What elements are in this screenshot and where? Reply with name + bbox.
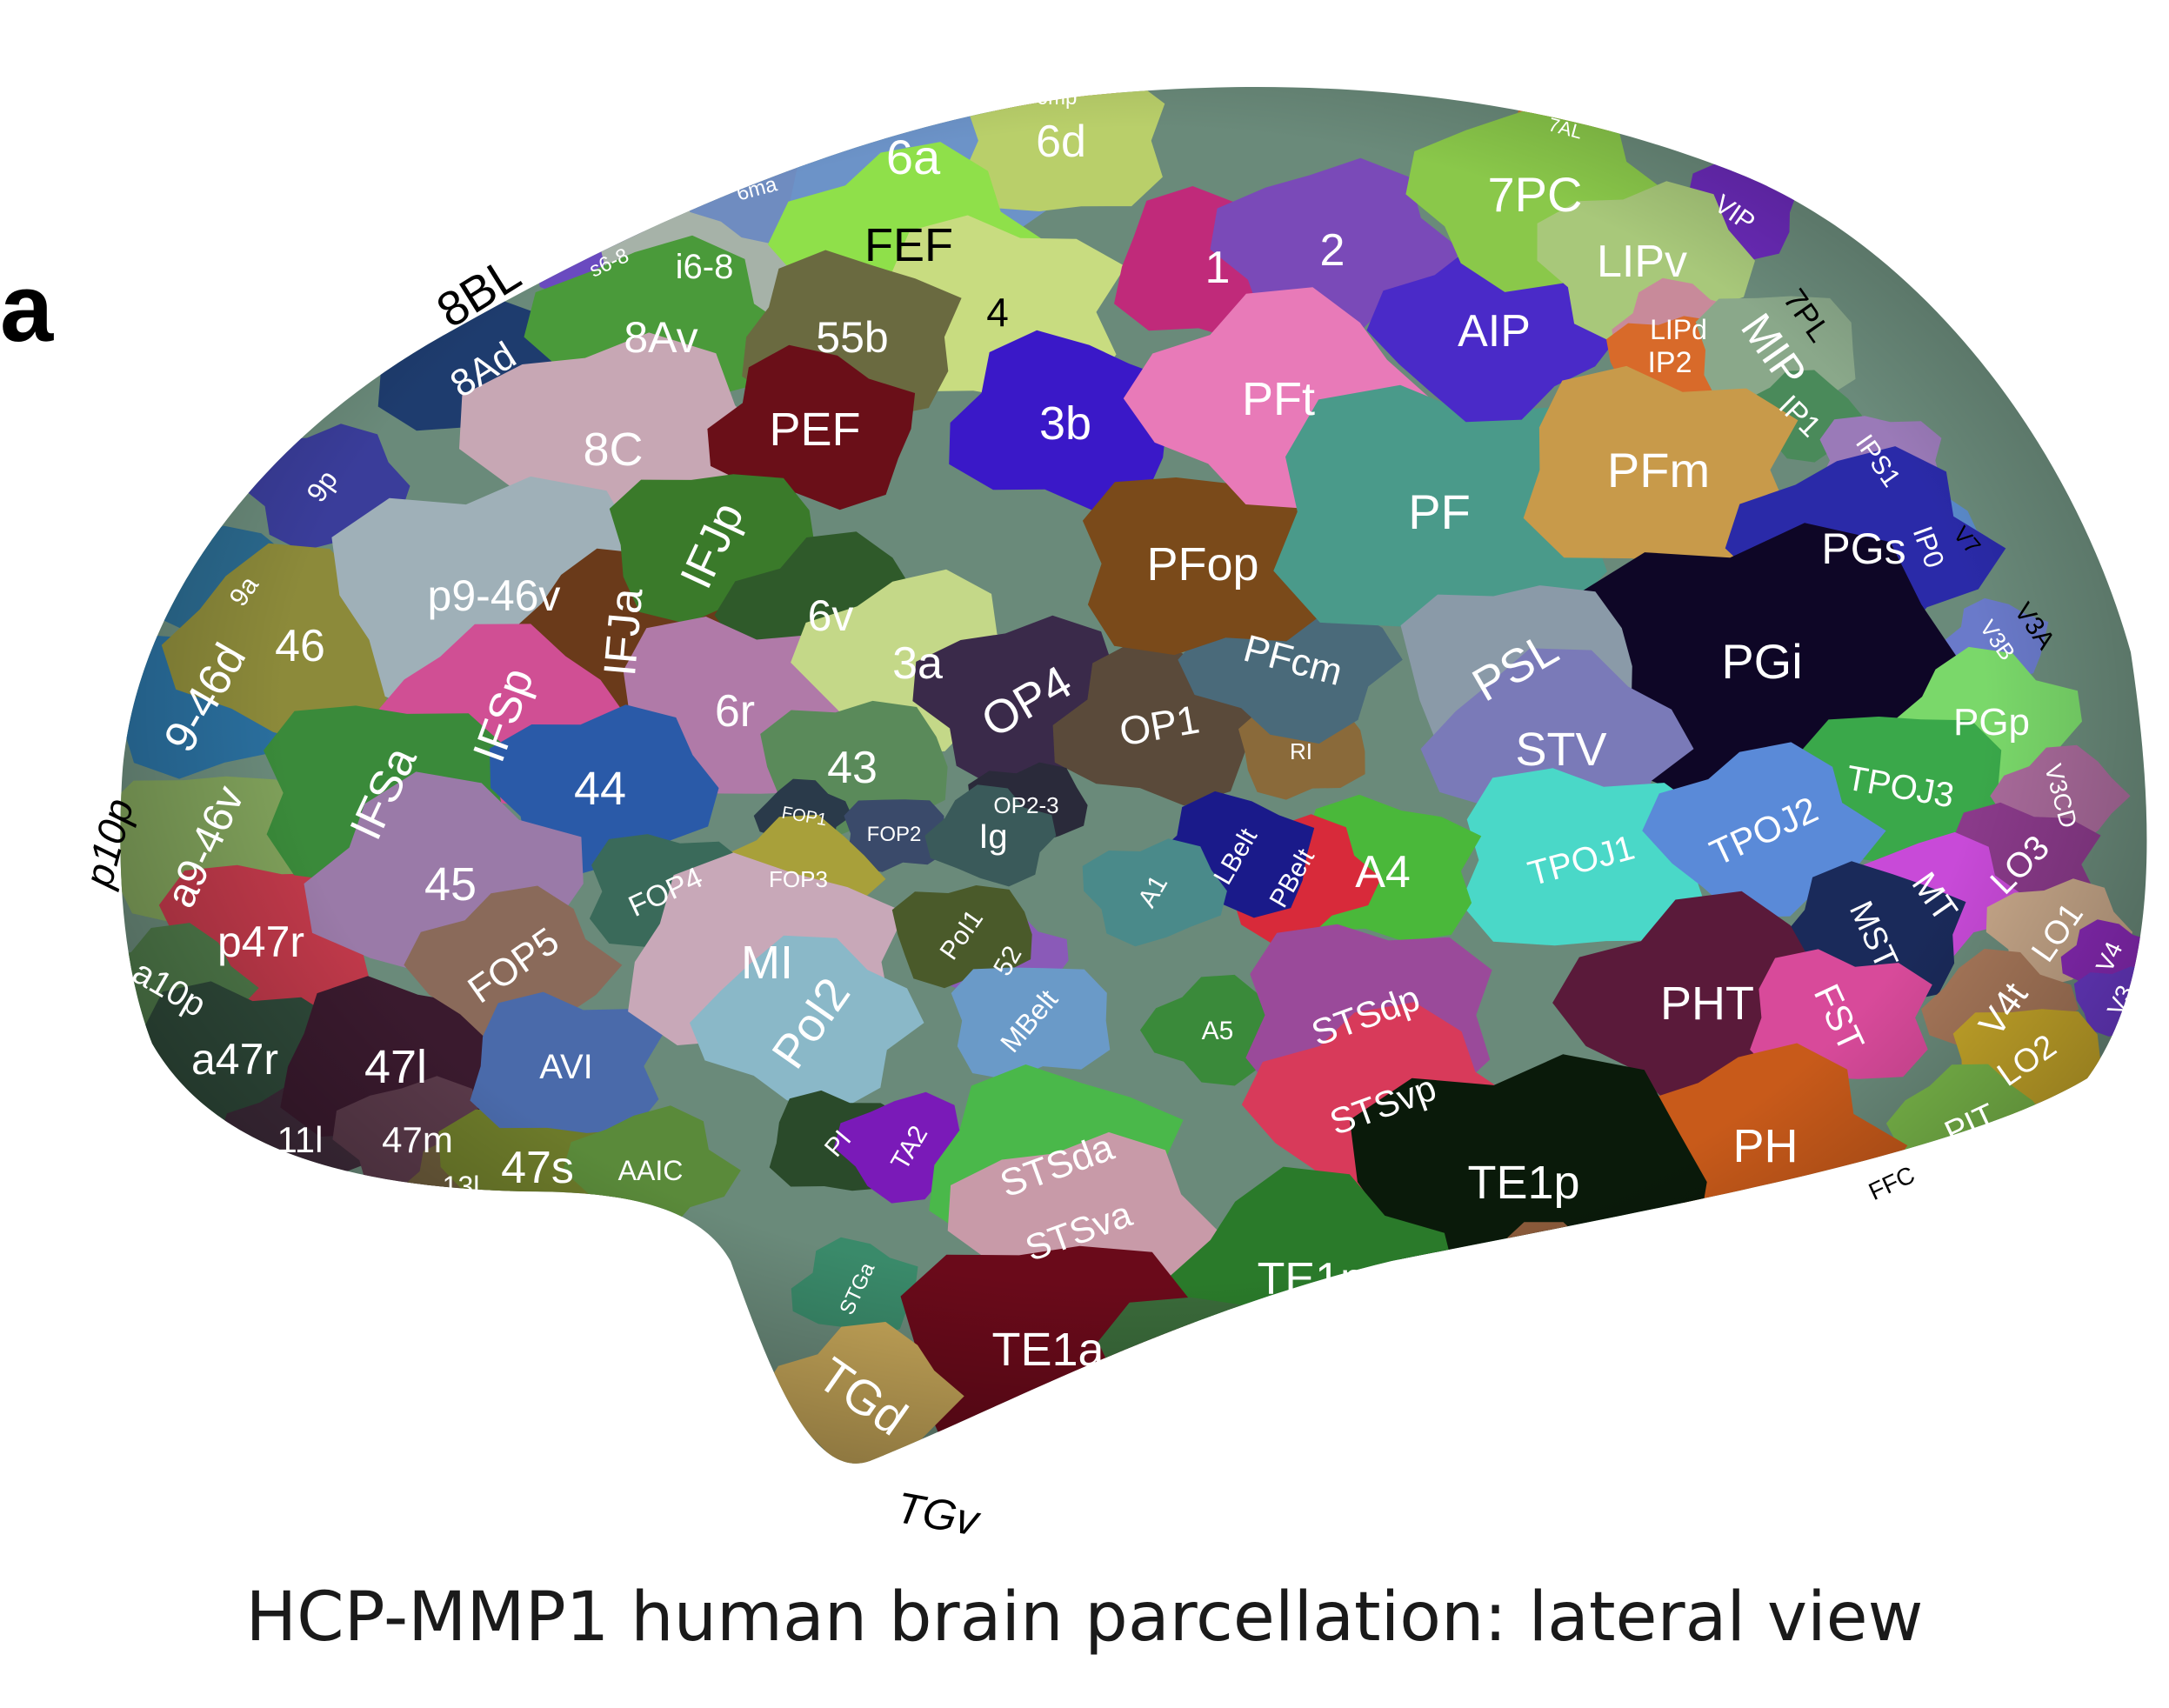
- region-label-a5: A5: [1202, 1017, 1234, 1045]
- region-label-pgi: PGi: [1721, 634, 1802, 689]
- region-label-aip: AIP: [1458, 306, 1531, 357]
- region-label-fop3: FOP3: [769, 866, 828, 892]
- region-label-avi: AVI: [539, 1048, 593, 1086]
- region-label-ffc: FFC: [1865, 1161, 1919, 1205]
- region-label-3b: 3b: [1039, 397, 1091, 450]
- region-label-p47r: p47r: [217, 917, 304, 966]
- region-label-47l: 47l: [364, 1041, 427, 1093]
- region-label-lipd: LIPd: [1650, 314, 1707, 345]
- region-label-pf: PF: [1408, 484, 1471, 539]
- region-label-pfm: PFm: [1607, 443, 1710, 497]
- region-label-3a: 3a: [892, 638, 943, 689]
- region-label-43: 43: [827, 743, 878, 793]
- region-label-45: 45: [424, 858, 477, 911]
- region-label-aaic: AAIC: [618, 1155, 684, 1186]
- region-label-pef: PEF: [769, 404, 860, 456]
- region-label-te2a: TE2a: [1158, 1343, 1278, 1427]
- region-label-mi: MI: [741, 937, 793, 989]
- region-label-fef: FEF: [864, 219, 953, 271]
- region-label-6d: 6d: [1036, 117, 1086, 167]
- region-label-pgp: PGp: [1953, 701, 2030, 744]
- region-label-pfop: PFop: [1146, 538, 1258, 590]
- region-label-te1p: TE1p: [1467, 1157, 1579, 1209]
- region-label-46: 46: [275, 621, 325, 671]
- region-label-pft: PFt: [1242, 373, 1315, 425]
- region-label-ig: Ig: [978, 817, 1007, 856]
- region-label-7pc: 7PC: [1488, 167, 1583, 222]
- region-label-i6-8: i6-8: [676, 248, 734, 286]
- region-label-te1m: TE1m: [1258, 1254, 1378, 1304]
- region-label-p9-46v: p9-46v: [428, 571, 561, 620]
- region-label-pht: PHT: [1660, 977, 1754, 1030]
- region-label-stv: STV: [1515, 724, 1606, 776]
- region-label-1: 1: [1205, 243, 1231, 293]
- region-label-13l: 13l: [443, 1171, 480, 1202]
- region-label-ifja: IFJa: [595, 586, 653, 678]
- region-label-tgv: TGv: [893, 1483, 985, 1545]
- region-label-6mp: 6mp: [1037, 86, 1078, 110]
- region-label-47s: 47s: [501, 1143, 574, 1193]
- region-label-8av: 8Av: [624, 313, 697, 362]
- panel-letter: a: [0, 255, 54, 362]
- region-label-a47r: a47r: [191, 1035, 278, 1084]
- region-label-44: 44: [574, 763, 626, 815]
- region-label-fop2: FOP2: [867, 823, 922, 846]
- region-label-te1a: TE1a: [991, 1324, 1105, 1376]
- region-label-11l: 11l: [277, 1119, 324, 1160]
- region-label-47m: 47m: [382, 1119, 453, 1160]
- region-label-lipv: LIPv: [1597, 237, 1687, 287]
- region-label-pgs: PGs: [1821, 524, 1905, 573]
- region-label-6r: 6r: [715, 686, 755, 737]
- region-label-6v: 6v: [808, 591, 854, 640]
- region-label-ph: PH: [1732, 1120, 1798, 1172]
- region-label-6a: 6a: [886, 130, 941, 184]
- region-label-2: 2: [1320, 225, 1345, 276]
- region-label-55b: 55b: [816, 313, 888, 362]
- region-label-op2-3: OP2-3: [993, 792, 1058, 818]
- figure-caption: HCP-MMP1 human brain parcellation: later…: [245, 1578, 1924, 1657]
- region-label-8c: 8C: [583, 424, 643, 476]
- region-label-ri: RI: [1290, 738, 1312, 764]
- region-label-ip2: IP2: [1647, 346, 1692, 379]
- region-label-4: 4: [986, 290, 1009, 335]
- region-label-a4: A4: [1355, 847, 1411, 897]
- region-label-te2p: TE2p: [1512, 1265, 1576, 1306]
